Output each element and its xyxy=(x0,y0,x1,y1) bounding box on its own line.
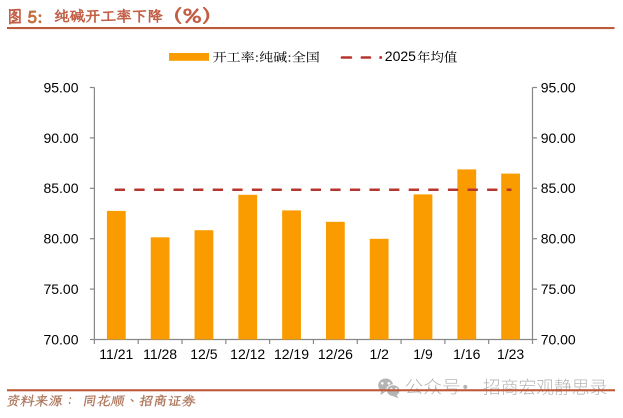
svg-text:12/26: 12/26 xyxy=(318,346,353,362)
svg-text:1/23: 1/23 xyxy=(497,346,524,362)
svg-text:95.00: 95.00 xyxy=(541,79,576,95)
svg-text:11/21: 11/21 xyxy=(99,346,133,362)
svg-text:1/9: 1/9 xyxy=(413,346,433,362)
svg-text:85.00: 85.00 xyxy=(43,180,78,196)
svg-text:2025: 2025 xyxy=(385,48,416,64)
svg-text:1/2: 1/2 xyxy=(369,346,389,362)
svg-text:95.00: 95.00 xyxy=(43,79,78,95)
svg-text:70.00: 70.00 xyxy=(541,331,576,347)
svg-text:12/19: 12/19 xyxy=(274,346,309,362)
svg-text:75.00: 75.00 xyxy=(43,281,78,297)
svg-text:12/12: 12/12 xyxy=(230,346,265,362)
svg-text:85.00: 85.00 xyxy=(541,180,576,196)
svg-text:12/5: 12/5 xyxy=(190,346,217,362)
svg-text:90.00: 90.00 xyxy=(541,130,576,146)
svg-text:11/28: 11/28 xyxy=(143,346,177,362)
svg-text:90.00: 90.00 xyxy=(43,130,78,146)
svg-text:75.00: 75.00 xyxy=(541,281,576,297)
svg-text:1/16: 1/16 xyxy=(453,346,480,362)
svg-text:80.00: 80.00 xyxy=(43,231,78,247)
svg-text:70.00: 70.00 xyxy=(43,331,78,347)
svg-text:80.00: 80.00 xyxy=(541,231,576,247)
